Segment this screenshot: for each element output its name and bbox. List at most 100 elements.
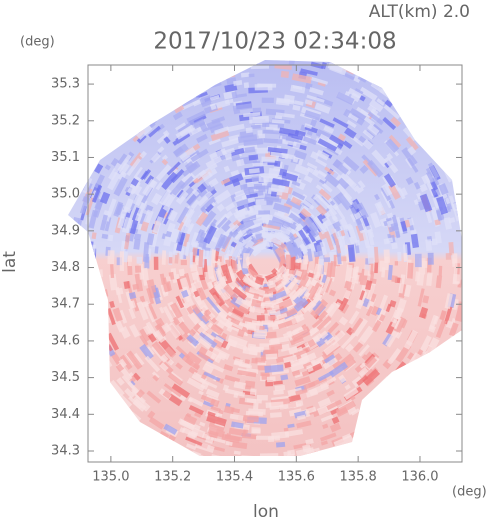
x-tick-label: 135.8 [340, 470, 377, 485]
echo-cell [376, 391, 389, 404]
echo-cell [391, 319, 400, 329]
echo-cell [241, 455, 258, 456]
echo-cell [335, 192, 353, 211]
echo-cell [125, 117, 137, 128]
echo-cell [205, 388, 220, 399]
echo-cell [165, 230, 172, 238]
echo-cell [417, 200, 425, 211]
echo-cell [145, 437, 164, 452]
echo-cell [211, 236, 219, 243]
echo-cell [183, 413, 198, 426]
echo-cell [115, 203, 124, 216]
echo-cell [169, 180, 186, 198]
echo-cell [300, 68, 318, 76]
echo-cell [351, 376, 364, 388]
echo-cell [352, 318, 369, 337]
echo-cell [144, 355, 161, 373]
echo-cell [242, 252, 250, 269]
echo-cell [255, 198, 267, 206]
echo-cell [290, 196, 302, 206]
echo-cell [376, 426, 396, 442]
echo-cell [387, 264, 393, 281]
echo-cell [70, 237, 78, 257]
echo-cell [358, 344, 370, 357]
echo-cell [97, 326, 110, 345]
echo-cell [237, 134, 258, 144]
echo-cell [206, 414, 227, 427]
echo-cell [228, 222, 236, 230]
echo-cell [258, 176, 273, 183]
echo-cell [127, 420, 137, 430]
echo-cell [338, 374, 347, 384]
echo-cell [243, 82, 250, 89]
echo-cell [355, 218, 364, 232]
echo-cell [371, 319, 382, 333]
echo-cell [210, 405, 221, 413]
echo-cell [285, 153, 296, 160]
echo-cell [223, 405, 235, 415]
echo-cell [346, 405, 357, 416]
echo-cell [329, 330, 346, 346]
echo-cell [371, 399, 384, 411]
echo-cell [232, 60, 239, 63]
echo-cell [200, 206, 208, 214]
echo-cell [201, 312, 211, 323]
echo-cell [179, 92, 190, 101]
echo-cell [117, 209, 128, 229]
echo-cell [77, 172, 86, 179]
echo-cell [211, 347, 230, 360]
echo-cell [271, 304, 280, 311]
echo-cell [192, 332, 212, 350]
echo-cell [185, 443, 197, 451]
echo-cell [214, 126, 230, 135]
echo-cell [146, 390, 162, 404]
echo-cell [407, 146, 417, 156]
x-tick-label: 135.0 [92, 470, 129, 485]
echo-cell [113, 176, 128, 197]
echo-cell [464, 287, 471, 293]
echo-cell [407, 157, 419, 173]
echo-cell [427, 162, 440, 179]
echo-cell [468, 230, 476, 245]
echo-cell [168, 89, 181, 99]
echo-cell [342, 72, 355, 81]
echo-cell [462, 296, 469, 307]
echo-cell [265, 353, 278, 360]
echo-cell [98, 125, 112, 140]
echo-cell [144, 256, 150, 269]
echo-cell [388, 134, 402, 148]
echo-cell [147, 333, 157, 343]
echo-cell [254, 84, 273, 91]
echo-cell [390, 223, 396, 231]
echo-cell [418, 134, 431, 148]
echo-cell [420, 379, 427, 387]
echo-cell [253, 183, 263, 190]
echo-cell [318, 253, 324, 266]
echo-cell [291, 369, 301, 377]
echo-cell [199, 378, 218, 389]
echo-cell [91, 184, 103, 203]
echo-cell [364, 356, 378, 369]
echo-cell [255, 233, 263, 241]
echo-cell [298, 352, 317, 365]
echo-cell [233, 80, 243, 86]
echo-cell [110, 264, 115, 279]
echo-cell [201, 210, 217, 228]
echo-cell [271, 119, 285, 124]
echo-cell [270, 184, 289, 194]
echo-cell [210, 103, 217, 110]
echo-cell [383, 156, 399, 174]
echo-cell [126, 350, 143, 370]
echo-cell [91, 244, 96, 254]
echo-cell [287, 387, 303, 397]
echo-cell [454, 301, 462, 322]
echo-cell [374, 193, 380, 201]
echo-cell [212, 294, 221, 305]
echo-cell [337, 235, 348, 256]
echo-cell [350, 92, 361, 103]
echo-cell [77, 312, 89, 331]
echo-cell [227, 334, 248, 348]
echo-cell [168, 257, 173, 264]
echo-cell [274, 312, 288, 321]
echo-cell [94, 174, 105, 189]
